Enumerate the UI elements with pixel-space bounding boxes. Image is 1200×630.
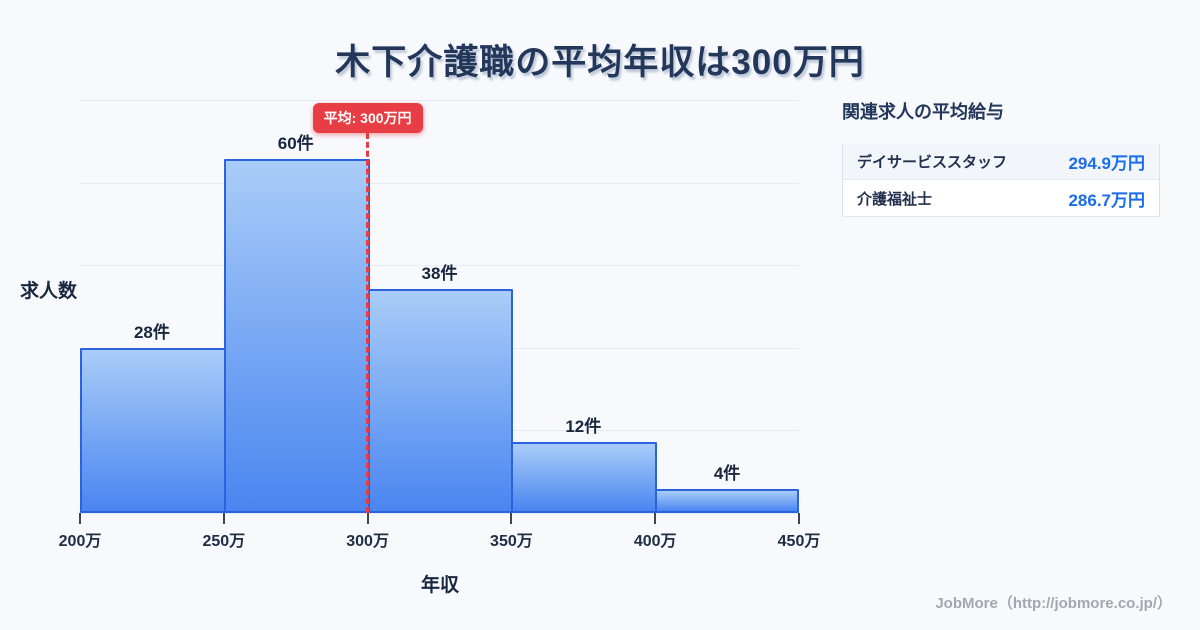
related-job-salary: 286.7万円 xyxy=(1068,190,1145,210)
y-axis-label: 求人数 xyxy=(20,281,78,302)
gridline xyxy=(80,513,799,514)
related-jobs-heading: 関連求人の平均給与 xyxy=(842,102,1004,122)
related-job-name: デイサービススタッフ xyxy=(857,154,1008,171)
x-axis-tick-label: 400万 xyxy=(633,533,677,550)
bar-count-label: 12件 xyxy=(565,417,602,437)
x-axis-tick-label: 200万 xyxy=(58,533,102,550)
related-job-row: 介護福祉士 286.7万円 xyxy=(843,180,1159,216)
histogram-bar xyxy=(655,489,799,513)
source-credit: JobMore（http://jobmore.co.jp/） xyxy=(935,595,1172,612)
related-job-name: 介護福祉士 xyxy=(857,190,933,208)
gridline xyxy=(80,265,799,267)
x-axis-tick xyxy=(510,513,513,524)
bar-count-label: 28件 xyxy=(133,322,170,342)
histogram-bar xyxy=(80,347,226,513)
x-axis-tick xyxy=(79,513,81,524)
x-axis-tick-label: 300万 xyxy=(346,533,389,550)
x-axis-tick xyxy=(222,513,225,524)
related-jobs-card: デイサービススタッフ 294.9万円 介護福祉士 286.7万円 xyxy=(842,144,1160,217)
x-axis-tick-label: 350万 xyxy=(490,533,533,550)
gridline xyxy=(80,100,799,101)
x-axis: 200万 250万 300万 350万 400万 450万 xyxy=(59,513,820,563)
bar-count-label: 38件 xyxy=(421,263,458,283)
related-job-salary: 294.9万円 xyxy=(1068,154,1145,173)
histogram-bar xyxy=(511,442,658,513)
x-axis-tick-label: 250万 xyxy=(202,533,246,550)
bar-count-label: 60件 xyxy=(277,134,314,153)
chart-title: 木下介護職の平均年収は300万円 xyxy=(335,43,865,82)
average-line xyxy=(366,133,370,513)
x-axis-tick xyxy=(798,513,800,524)
x-axis-label: 年収 xyxy=(420,575,460,596)
average-badge: 平均: 300万円 xyxy=(312,103,423,133)
related-jobs-panel: 関連求人の平均給与 デイサービススタッフ 294.9万円 介護福祉士 286.7… xyxy=(842,98,1160,217)
x-axis-tick xyxy=(366,513,369,524)
gridline xyxy=(80,182,799,184)
histogram-plot-area: 平均: 300万円 28件 60件 38件 12件 4件 xyxy=(80,100,799,514)
x-axis-tick-label: 450万 xyxy=(777,533,821,550)
x-axis-tick xyxy=(654,513,657,524)
histogram-bar xyxy=(367,288,514,513)
related-job-row: デイサービススタッフ 294.9万円 xyxy=(843,144,1159,180)
bar-count-label: 4件 xyxy=(713,464,741,484)
histogram-bar xyxy=(223,159,370,513)
